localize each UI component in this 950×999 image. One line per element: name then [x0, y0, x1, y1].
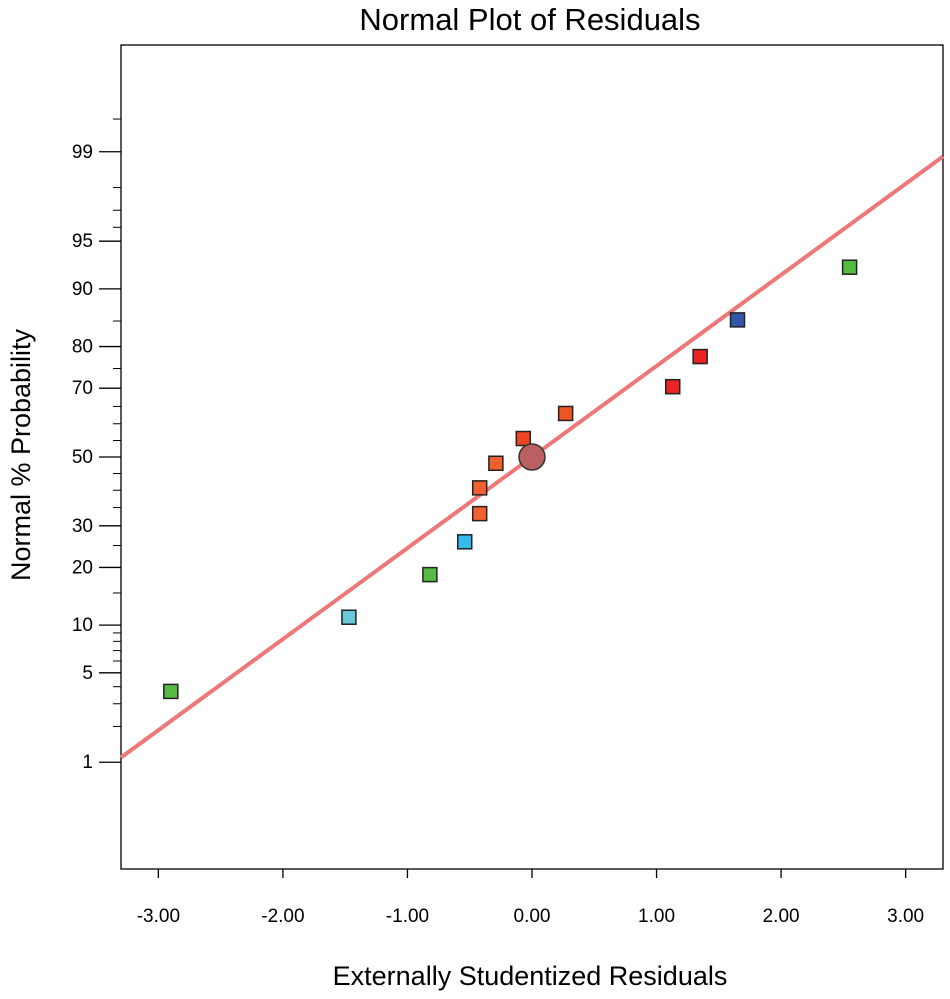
y-tick-label: 10 [72, 615, 93, 636]
y-tick-label: 70 [72, 378, 93, 399]
data-point [456, 534, 473, 550]
y-tick-label: 90 [72, 279, 93, 300]
center-marker [518, 443, 546, 471]
data-point [692, 348, 708, 365]
data-point [557, 405, 574, 422]
y-tick-label: 99 [72, 142, 93, 163]
x-axis-label: Externally Studentized Residuals [333, 961, 728, 991]
y-tick-label: 1 [82, 752, 93, 773]
data-point [841, 259, 858, 275]
x-tick-label: 2.00 [763, 906, 800, 927]
y-axis-label: Normal % Probability [6, 328, 36, 581]
x-tick-label: 3.00 [887, 906, 924, 927]
x-tick-label: -3.00 [137, 906, 180, 927]
data-point [163, 683, 179, 700]
y-tick-label: 5 [82, 663, 93, 684]
y-tick-label: 80 [72, 337, 93, 358]
data-point [729, 312, 746, 328]
y-tick-label: 95 [72, 231, 93, 252]
y-tick-label: 50 [72, 447, 93, 468]
x-tick-label: 1.00 [638, 906, 675, 927]
data-point [341, 609, 357, 625]
y-tick-label: 30 [72, 516, 93, 537]
x-tick-label: -2.00 [261, 906, 304, 927]
y-tick-label: 20 [72, 557, 93, 578]
plot-area: -3.00 -2.00 -1.00 0.00 1.00 2.00 3.00 1 5 10 20 30 5… [72, 118, 945, 927]
data-point [488, 455, 504, 472]
data-point [471, 480, 488, 496]
data-point [664, 378, 681, 395]
chart-title: Normal Plot of Residuals [359, 2, 700, 37]
data-point [515, 430, 532, 447]
data-point [471, 505, 488, 522]
x-tick-label: -1.00 [386, 906, 429, 927]
data-point [422, 566, 438, 583]
x-tick-label: 0.00 [514, 906, 551, 927]
